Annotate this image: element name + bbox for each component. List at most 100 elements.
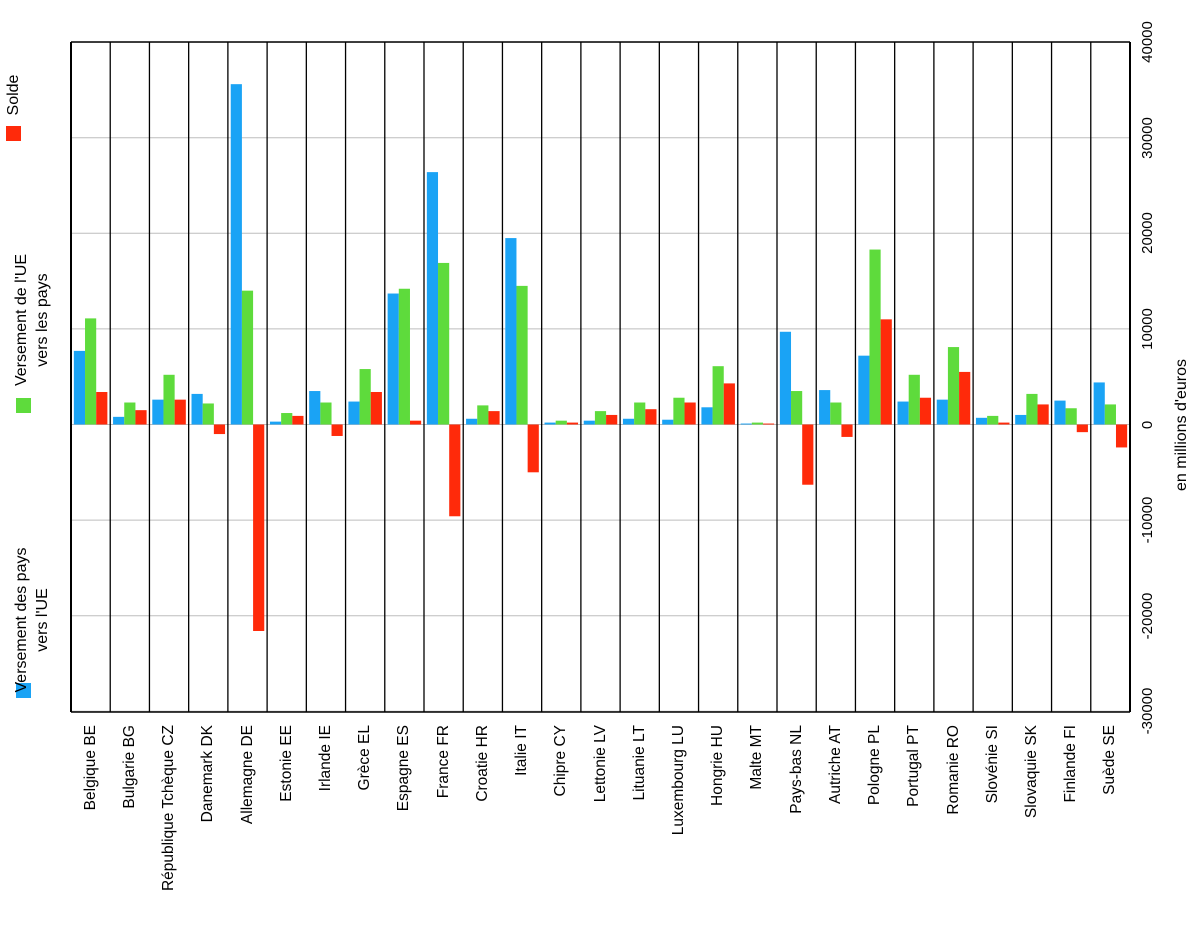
legend-label-line2: vers l'UE bbox=[34, 588, 51, 652]
bar-solde bbox=[998, 422, 1010, 425]
category-label: Romanie RO bbox=[944, 725, 962, 815]
bar-solde bbox=[606, 414, 618, 425]
bar-versement-pays bbox=[779, 331, 792, 425]
bar-solde bbox=[135, 410, 147, 425]
y-tick-label: 30000 bbox=[1139, 116, 1156, 159]
category-label: Italie IT bbox=[513, 725, 531, 776]
bar-versement-pays bbox=[230, 84, 242, 425]
category-label: Hongrie HU bbox=[709, 725, 727, 806]
category-label: Luxembourg LU bbox=[669, 725, 687, 836]
bar-versement-pays bbox=[505, 238, 517, 425]
legend-label: Versement des pays vers l'UE bbox=[11, 530, 55, 710]
category-label: Autriche AT bbox=[826, 725, 844, 804]
category-label: Espagne ES bbox=[395, 725, 413, 812]
bar-versement-ue bbox=[163, 374, 175, 425]
bar-versement-ue bbox=[634, 402, 646, 425]
bar-solde bbox=[802, 424, 814, 485]
bar-versement-ue bbox=[1104, 404, 1116, 425]
bar-versement-pays bbox=[583, 420, 595, 425]
legend-label-line1: Versement des pays bbox=[13, 547, 30, 693]
category-label: Finlande FI bbox=[1062, 725, 1080, 803]
bar-versement-ue bbox=[85, 318, 97, 425]
category-label: Estonie EE bbox=[277, 725, 295, 802]
category-label: Slovaquie SK bbox=[1022, 725, 1040, 819]
legend-label: Versement de l'UE vers les pays bbox=[11, 230, 55, 410]
category-label: Danemark DK bbox=[199, 725, 217, 823]
y-tick-label: -30000 bbox=[1139, 687, 1156, 735]
y-tick-label: -20000 bbox=[1139, 592, 1156, 640]
category-label: Lettonie LV bbox=[591, 725, 609, 803]
y-tick-label: 40000 bbox=[1139, 21, 1156, 63]
bar-versement-ue bbox=[516, 285, 528, 425]
bar-versement-ue bbox=[673, 397, 685, 425]
category-label: Chipre CY bbox=[552, 725, 570, 797]
bar-versement-ue bbox=[830, 402, 842, 425]
bar-versement-pays bbox=[152, 399, 164, 425]
bar-versement-pays bbox=[73, 350, 86, 425]
bar-versement-pays bbox=[975, 417, 988, 425]
bar-versement-pays bbox=[387, 293, 399, 425]
bar-versement-ue bbox=[751, 422, 763, 425]
bar-solde bbox=[762, 423, 775, 425]
category-label: Grèce EL bbox=[356, 725, 374, 791]
bar-versement-ue bbox=[1026, 393, 1038, 425]
bar-versement-pays bbox=[897, 401, 909, 425]
bar-solde bbox=[96, 391, 108, 425]
legend-label-line1: Solde bbox=[5, 74, 22, 116]
bar-solde bbox=[880, 319, 892, 425]
bar-solde bbox=[841, 424, 853, 437]
legend-swatch bbox=[6, 126, 21, 141]
legend-label: Solde bbox=[3, 5, 25, 185]
legend-swatch bbox=[16, 683, 31, 698]
bar-solde bbox=[919, 397, 932, 425]
bar-versement-ue bbox=[555, 420, 567, 425]
legend-label-line1: Versement de l'UE bbox=[13, 254, 30, 387]
bar-versement-pays bbox=[1015, 414, 1027, 425]
bar-solde bbox=[174, 399, 186, 425]
bar-versement-ue bbox=[869, 249, 881, 425]
bar-solde bbox=[684, 402, 696, 425]
y-tick-label: 20000 bbox=[1139, 212, 1156, 255]
y-axis-label: en millions d'euros bbox=[1173, 358, 1190, 491]
bar-versement-ue bbox=[124, 402, 136, 425]
bar-solde bbox=[253, 424, 265, 631]
bar-versement-pays bbox=[858, 355, 870, 425]
category-label: Portugal PT bbox=[905, 725, 923, 807]
bar-versement-ue bbox=[202, 403, 214, 425]
bar-versement-pays bbox=[269, 421, 282, 425]
bar-versement-pays bbox=[701, 407, 713, 425]
category-label: Allemagne DE bbox=[238, 725, 256, 825]
category-label: Lituanie LT bbox=[630, 725, 648, 801]
bar-versement-ue bbox=[594, 411, 607, 425]
category-label: Malte MT bbox=[748, 725, 766, 790]
y-tick-label: 0 bbox=[1139, 420, 1156, 429]
bar-versement-pays bbox=[466, 418, 478, 425]
category-label: Belgique BE bbox=[81, 725, 99, 811]
bar-versement-pays bbox=[1054, 400, 1066, 425]
bar-versement-pays bbox=[191, 393, 203, 425]
bar-solde bbox=[331, 424, 343, 436]
category-label: Slovénie SI bbox=[983, 725, 1001, 804]
bar-versement-ue bbox=[712, 366, 724, 425]
bar-versement-pays bbox=[740, 423, 752, 425]
category-label: Bulgarie BG bbox=[120, 725, 138, 809]
bar-versement-pays bbox=[936, 399, 948, 425]
bar-solde bbox=[449, 424, 461, 517]
category-label: Croatie HR bbox=[473, 725, 491, 802]
bar-solde bbox=[959, 371, 971, 425]
legend-label-line2: vers les pays bbox=[34, 273, 51, 367]
bar-versement-ue bbox=[359, 369, 371, 425]
bar-versement-pays bbox=[544, 422, 556, 425]
bar-solde bbox=[566, 422, 579, 425]
y-tick-label: 10000 bbox=[1139, 308, 1156, 350]
bar-solde bbox=[488, 411, 500, 425]
bar-versement-pays bbox=[1093, 382, 1105, 425]
bar-versement-pays bbox=[622, 418, 635, 425]
category-label: République Tchèque CZ bbox=[160, 725, 178, 892]
bar-versement-pays bbox=[662, 419, 674, 425]
bar-solde bbox=[292, 415, 304, 425]
bar-versement-ue bbox=[398, 288, 410, 425]
bar-versement-ue bbox=[908, 374, 920, 425]
bar-versement-pays bbox=[113, 416, 125, 425]
